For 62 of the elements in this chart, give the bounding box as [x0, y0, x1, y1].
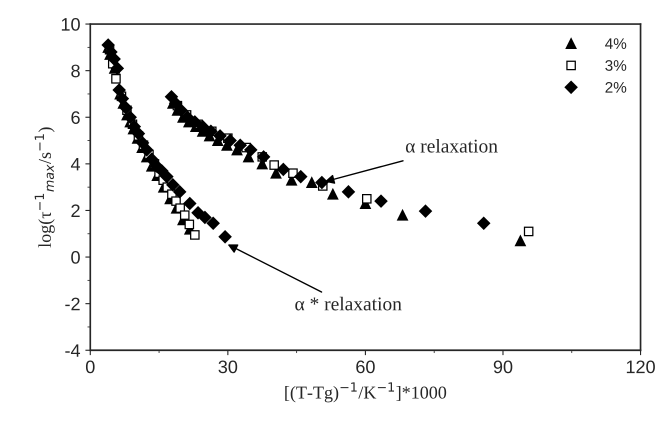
x-tick-label: 90: [494, 360, 512, 374]
point: [224, 134, 237, 148]
point: [294, 170, 308, 184]
y-tick-label: -2: [65, 298, 80, 310]
y-tick-label: 8: [71, 64, 80, 78]
point: [166, 178, 180, 192]
point: [112, 83, 126, 97]
point: [206, 216, 220, 230]
point: [173, 185, 186, 198]
y-tick-label: 0: [71, 250, 80, 264]
point: [145, 152, 158, 166]
point: [120, 101, 133, 114]
annotation: α * relaxation: [295, 296, 402, 310]
legend-label: 3%: [605, 60, 626, 71]
point: [397, 210, 408, 221]
y-tick-label: 10: [62, 18, 80, 31]
point: [192, 206, 205, 220]
legend-label: 4%: [605, 38, 626, 49]
point: [184, 220, 194, 230]
annotation: α relaxation: [406, 138, 498, 153]
point: [160, 170, 174, 184]
point: [218, 230, 232, 244]
point: [524, 226, 534, 236]
point: [174, 104, 188, 117]
y-tick-label: 2: [71, 204, 80, 217]
point: [140, 143, 154, 156]
x-axis-title: [(T-Tg)$^{−1}$/K$^{−1}$]*1000: [285, 382, 446, 402]
y-tick-label: -4: [65, 344, 80, 357]
x-tick-label: 60: [356, 360, 375, 374]
point: [180, 210, 190, 220]
point: [342, 185, 355, 198]
point: [204, 124, 218, 138]
point: [111, 74, 121, 84]
point: [108, 52, 121, 66]
x-tick-label: 30: [218, 360, 238, 374]
legend-label: 2%: [605, 82, 626, 93]
point: [198, 210, 212, 224]
point: [269, 160, 279, 170]
point: [362, 194, 372, 204]
point: [244, 143, 258, 156]
point: [132, 127, 145, 140]
point: [214, 129, 227, 142]
point: [306, 177, 318, 188]
point: [374, 194, 388, 208]
point: [110, 62, 124, 75]
point: [418, 204, 432, 218]
x-tick-label: 0: [86, 360, 95, 374]
point: [276, 162, 290, 176]
point: [315, 176, 328, 190]
x-tick-label: 120: [626, 360, 655, 374]
point: [234, 138, 247, 152]
y-tick-label: 6: [71, 111, 80, 124]
point: [327, 188, 338, 200]
point: [514, 235, 526, 246]
point: [169, 96, 182, 110]
point: [190, 230, 200, 240]
point: [257, 150, 270, 164]
point: [477, 216, 490, 230]
point: [183, 196, 196, 210]
y-tick-label: 4: [70, 158, 80, 170]
point: [116, 92, 129, 106]
y-axis-title: log(τ$^{−1}$$_{max}$/s$^{−1}$): [34, 127, 55, 248]
